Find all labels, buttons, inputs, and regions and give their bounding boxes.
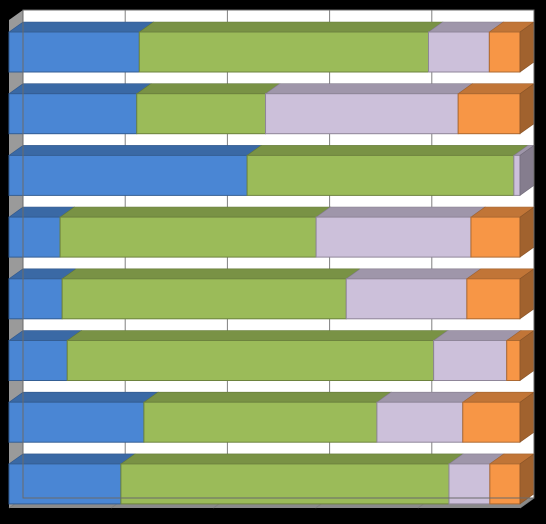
bar-top-cat3-series2 (246, 145, 529, 156)
bar-cat8-series1 (8, 463, 122, 505)
bar-cat8-series4 (489, 463, 521, 505)
bar-top-cat2-series3 (264, 83, 474, 94)
bar-cat6-series3 (433, 340, 508, 381)
bar-cat2-series2 (136, 93, 267, 135)
bar-cat1-series4 (488, 31, 521, 73)
bar-cat6-series1 (8, 340, 68, 381)
bar-cat5-series1 (8, 278, 63, 320)
bar-cat4-series4 (470, 216, 521, 258)
plot-border (22, 9, 535, 499)
bar-cat3-series1 (8, 154, 248, 196)
bar-top-cat4-series2 (59, 206, 332, 218)
bar-top-cat5-series3 (345, 268, 482, 280)
bar-cat4-series1 (8, 216, 61, 258)
bar-cat4-series3 (315, 216, 472, 258)
bar-cat6-series4 (506, 340, 521, 381)
plot-area (8, 9, 535, 509)
bar-top-cat1-series1 (8, 21, 155, 33)
side-wall (9, 10, 23, 508)
bar-cat2-series1 (8, 93, 138, 135)
bar-cat7-series2 (143, 401, 378, 443)
bar-top-cat8-series1 (8, 453, 136, 465)
bar-top-cat3-series1 (8, 145, 263, 156)
bar-cat7-series3 (376, 401, 464, 443)
bar-top-cat6-series3 (432, 330, 522, 341)
bar-cat1-series1 (8, 31, 140, 73)
bar-top-cat1-series2 (138, 21, 444, 33)
bar-top-cat7-series3 (375, 391, 478, 403)
bar-top-cat7-series2 (142, 391, 392, 403)
bar-cat2-series3 (265, 93, 459, 135)
bar-top-cat6-series2 (66, 330, 449, 341)
bar-cat6-series2 (66, 340, 435, 381)
floor-gridline-100 (519, 497, 535, 509)
bar-cat3-series3 (513, 154, 521, 196)
bar-cat7-series1 (8, 401, 145, 443)
bar-top-cat2-series2 (135, 83, 281, 94)
bar-cat7-series4 (462, 401, 521, 443)
bar-top-cat7-series1 (8, 391, 159, 403)
bar-cat5-series2 (61, 278, 347, 320)
bar-cat8-series3 (448, 463, 491, 505)
bar-cat1-series3 (428, 31, 490, 73)
bar-cat5-series3 (345, 278, 468, 320)
bar-top-cat5-series2 (61, 268, 362, 280)
bar-cat2-series4 (457, 93, 521, 135)
bar-cat3-series2 (246, 154, 515, 196)
bar-cat5-series4 (466, 278, 521, 320)
bar-cat4-series2 (59, 216, 317, 258)
bar-top-cat2-series1 (8, 83, 152, 94)
bar-cat1-series2 (138, 31, 430, 73)
bar-cat8-series2 (120, 463, 450, 505)
bar-top-cat8-series2 (119, 453, 464, 465)
bar-top-cat4-series3 (315, 206, 486, 218)
